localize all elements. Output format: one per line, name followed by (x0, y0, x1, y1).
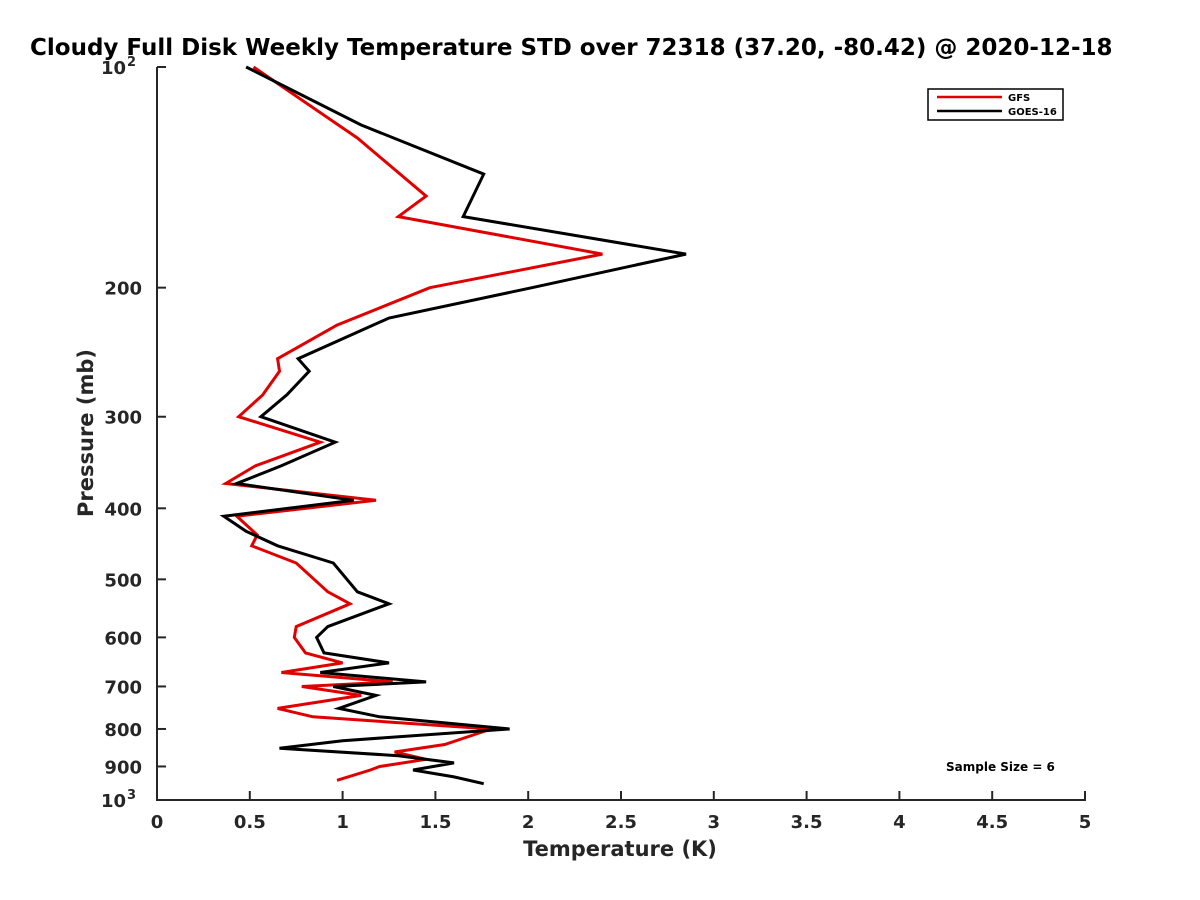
x-axis-label: Temperature (K) (523, 837, 717, 861)
series-line-goes16 (219, 65, 687, 786)
x-tick-label: 1 (336, 812, 349, 833)
x-tick-label: 0.5 (234, 812, 266, 833)
legend-label-goes16: GOES-16 (1008, 107, 1057, 118)
series-layer (219, 65, 687, 786)
x-tick-label: 2.5 (605, 812, 637, 833)
y-tick-label: 900 (104, 757, 142, 778)
x-tick-label: 4.5 (976, 812, 1008, 833)
y-tick-label: 300 (104, 408, 142, 429)
y-tick-label: 500 (104, 570, 142, 591)
legend: GFS GOES-16 (927, 88, 1064, 121)
y-tick-exponent: 3 (127, 788, 136, 803)
legend-label-gfs: GFS (1008, 93, 1030, 104)
x-tick-label: 1.5 (419, 812, 451, 833)
x-tick-label: 0 (151, 812, 164, 833)
y-tick-label: 800 (104, 720, 142, 741)
y-tick-base: 10 (101, 791, 126, 812)
x-axis-ticks: 0 0.5 1 1.5 2 2.5 3 3.5 4 4.5 5 (151, 791, 1092, 833)
y-tick-exponent: 2 (127, 55, 136, 70)
y-tick-label: 10 (101, 58, 126, 79)
y-axis-label: Pressure (mb) (74, 349, 98, 517)
y-tick-label: 200 (104, 279, 142, 300)
sample-size-annotation: Sample Size = 6 (946, 760, 1055, 774)
y-tick-label: 10 (101, 791, 126, 812)
y-tick-label: 600 (104, 628, 142, 649)
x-tick-label: 2 (522, 812, 535, 833)
y-tick-label: 700 (104, 677, 142, 698)
chart-title: Cloudy Full Disk Weekly Temperature STD … (30, 35, 1113, 61)
series-line-gfs (221, 65, 603, 782)
x-tick-label: 4 (893, 812, 906, 833)
y-tick-base: 10 (101, 58, 126, 79)
legend-box (927, 88, 1064, 121)
x-tick-label: 3 (708, 812, 721, 833)
y-tick-label: 400 (104, 499, 142, 520)
x-tick-label: 3.5 (791, 812, 823, 833)
x-tick-label: 5 (1079, 812, 1092, 833)
